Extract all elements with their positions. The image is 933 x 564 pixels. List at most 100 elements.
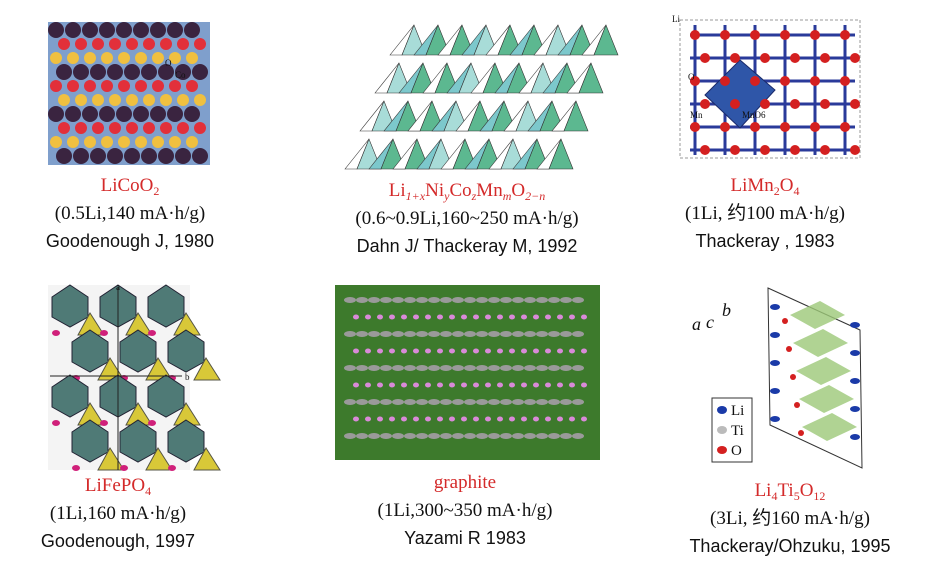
octahedron [71, 329, 109, 373]
atom [141, 64, 157, 80]
lithium [437, 382, 443, 388]
carbon [452, 297, 464, 303]
carbon [476, 297, 488, 303]
carbon [572, 399, 584, 405]
carbon [500, 365, 512, 371]
atom [92, 38, 104, 50]
carbon [380, 331, 392, 337]
carbon [560, 399, 572, 405]
image-label: O [688, 72, 695, 82]
carbon [368, 399, 380, 405]
carbon [392, 331, 404, 337]
lithium [485, 314, 491, 320]
image-label: c [706, 312, 714, 332]
atom [99, 106, 115, 122]
atom [90, 148, 106, 164]
carbon [524, 399, 536, 405]
octahedron [790, 301, 845, 329]
atom [850, 53, 860, 63]
carbon [392, 399, 404, 405]
atom [120, 465, 128, 471]
lithium [521, 382, 527, 388]
image-label: MnO6 [742, 110, 766, 120]
atom [141, 148, 157, 164]
atom [790, 53, 800, 63]
lithium [557, 348, 563, 354]
carbon [536, 433, 548, 439]
carbon [560, 297, 572, 303]
lithium [485, 416, 491, 422]
carbon [368, 331, 380, 337]
atom [700, 53, 710, 63]
formula-part: Li [755, 480, 772, 501]
lithium [377, 416, 383, 422]
atom [65, 22, 81, 38]
carbon [452, 433, 464, 439]
carbon [428, 399, 440, 405]
atom [160, 122, 172, 134]
atom [50, 80, 62, 92]
carbon [416, 433, 428, 439]
carbon [536, 297, 548, 303]
carbon [404, 365, 416, 371]
atom [100, 330, 108, 336]
lithium [353, 314, 359, 320]
atom [760, 53, 770, 63]
atom [820, 145, 830, 155]
atom [75, 94, 87, 106]
atom [690, 76, 700, 86]
image-label: Li [672, 14, 680, 24]
carbon [428, 297, 440, 303]
tetrahedron [193, 357, 221, 381]
lithium [521, 348, 527, 354]
atom [720, 76, 730, 86]
formula-part: Li [389, 180, 406, 201]
carbon [428, 331, 440, 337]
carbon [356, 297, 368, 303]
lithium [533, 348, 539, 354]
carbon [548, 297, 560, 303]
atom [126, 38, 138, 50]
carbon [476, 331, 488, 337]
author: Thackeray , 1983 [695, 231, 834, 251]
octahedron [796, 357, 851, 385]
subscript: 12 [813, 489, 825, 503]
atom [48, 106, 64, 122]
carbon [356, 365, 368, 371]
subscript: 4 [771, 489, 777, 503]
atom [84, 80, 96, 92]
carbon [488, 331, 500, 337]
atom [107, 64, 123, 80]
carbon [548, 399, 560, 405]
atom [840, 76, 850, 86]
capacity: (1Li,300~350 mA·h/g) [378, 500, 553, 521]
lithium [485, 348, 491, 354]
octahedron [563, 100, 589, 132]
image-label: b [722, 300, 731, 320]
lithium [461, 416, 467, 422]
atom [67, 136, 79, 148]
lithium [557, 382, 563, 388]
carbon [440, 297, 452, 303]
carbon [488, 365, 500, 371]
legend-swatch [717, 446, 727, 454]
carbon [560, 433, 572, 439]
tetrahedron [145, 447, 173, 471]
lithium [581, 314, 587, 320]
formula: graphite [434, 472, 496, 493]
legend-swatch [717, 426, 727, 434]
carbon [452, 331, 464, 337]
formula-part: O [800, 480, 814, 501]
atom [50, 52, 62, 64]
atom [184, 106, 200, 122]
atom [167, 106, 183, 122]
atom [720, 30, 730, 40]
lithium [461, 314, 467, 320]
atom [65, 106, 81, 122]
atom [840, 122, 850, 132]
carbon [464, 331, 476, 337]
lithium [581, 382, 587, 388]
carbon [380, 365, 392, 371]
lithium [509, 416, 515, 422]
lithium [377, 348, 383, 354]
